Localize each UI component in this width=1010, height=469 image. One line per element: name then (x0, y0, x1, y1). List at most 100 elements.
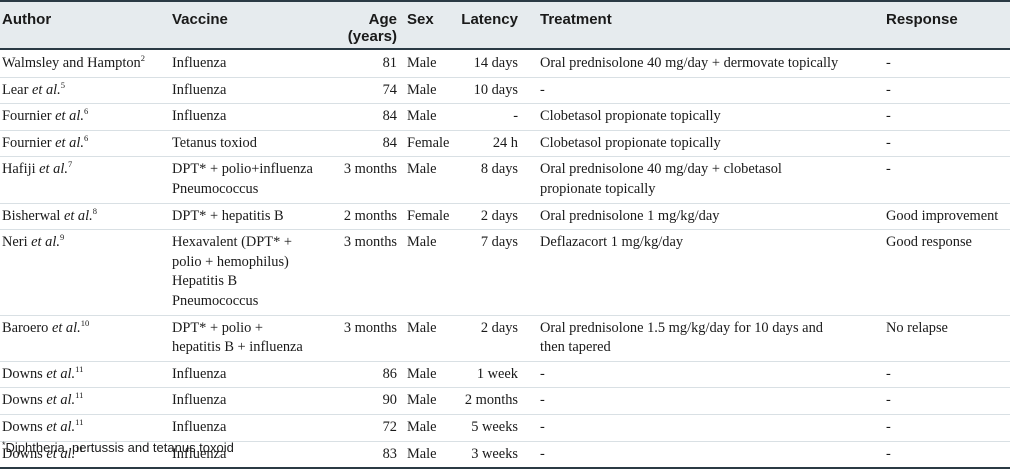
author-name: Fournier (2, 134, 56, 151)
sex-cell: Male (407, 418, 437, 435)
author-et-al: et al. (63, 207, 93, 224)
vaccine-cell: Influenza (170, 361, 341, 388)
treatment-cell: Clobetasol propionate topically (532, 130, 882, 157)
response-cell: - (886, 81, 891, 98)
age-cell: 86 (382, 365, 397, 382)
age-cell: 3 months (343, 319, 397, 336)
vaccine-cell: DPT* + polio + hepatitis B + influenza (170, 315, 341, 361)
response-cell: - (886, 134, 891, 151)
vaccine-line: Pneumococcus (172, 292, 259, 309)
vaccine-line: DPT* + polio + (172, 319, 263, 336)
author-et-al: et al. (55, 134, 84, 151)
treatment-cell: Oral prednisolone 1 mg/kg/day (532, 203, 882, 230)
response-cell: - (886, 418, 891, 435)
response-cell: - (886, 161, 891, 178)
vaccine-line: DPT* + hepatitis B (172, 207, 284, 224)
treatment-line: Oral prednisolone 1.5 mg/kg/day for 10 d… (540, 319, 823, 336)
response-cell: Good response (886, 234, 972, 251)
treatment-line: then tapered (540, 339, 611, 356)
vaccine-line: DPT* + polio+influenza (172, 161, 313, 178)
vaccine-line: Hexavalent (DPT* + (172, 234, 293, 251)
author-et-al: et al. (51, 319, 81, 336)
vaccine-line: Tetanus toxiod (172, 134, 257, 151)
author-name: Hafiji (2, 161, 40, 178)
header-age-line2: (years) (347, 28, 397, 45)
header-author: Author (2, 11, 52, 28)
header-treatment: Treatment (540, 11, 612, 28)
table-row: Lear et al.5 Influenza 74 Male 10 days - - (0, 77, 1010, 104)
treatment-line: - (540, 365, 545, 382)
age-cell: 2 months (343, 207, 397, 224)
treatment-cell: - (532, 388, 882, 415)
author-cell: Downs et al.11 (0, 414, 170, 441)
treatment-line: - (540, 392, 545, 409)
header-sex: Sex (407, 11, 434, 28)
table-row: Downs et al.11 Influenza 72 Male 5 weeks - - (0, 414, 1010, 441)
vaccine-line: Pneumococcus (172, 180, 259, 197)
response-cell: No relapse (886, 319, 948, 336)
author-name: Downs (2, 365, 47, 382)
table-row: Baroero et al.10 DPT* + polio + hepatitis … (0, 315, 1010, 362)
age-cell: 74 (382, 81, 397, 98)
treatment-cell: Oral prednisolone 1.5 mg/kg/day for 10 d… (532, 315, 882, 361)
age-cell: 90 (382, 392, 397, 409)
age-cell: 72 (382, 418, 397, 435)
author-cell: Hafiji et al.7 (0, 157, 170, 203)
reference-number: 6 (83, 106, 89, 117)
latency-cell: 2 days (480, 207, 518, 224)
header-response: Response (886, 11, 958, 28)
treatment-cell: Clobetasol propionate topically (532, 104, 882, 131)
author-et-al: et al. (39, 161, 68, 178)
response-cell: - (886, 55, 891, 71)
table-row: Downs et al.11 Influenza 90 Male 2 months - - (0, 388, 1010, 415)
author-et-al: et al. (55, 108, 84, 125)
treatment-line: Clobetasol propionate topically (540, 134, 721, 151)
author-cell: Fournier et al.6 (0, 104, 170, 131)
reference-number: 11 (75, 416, 84, 427)
latency-cell: - (513, 108, 518, 125)
treatment-line: - (540, 81, 545, 98)
reference-number: 7 (67, 159, 73, 170)
sex-cell: Male (407, 319, 437, 336)
reference-number: 9 (59, 232, 65, 243)
reference-number: 11 (75, 363, 84, 374)
treatment-line: - (540, 445, 545, 462)
author-et-al: et al. (31, 234, 60, 251)
vaccine-cell: DPT* + hepatitis B (170, 203, 341, 230)
vaccine-line: polio + hemophilus) (172, 253, 289, 270)
vaccine-line: Influenza (172, 365, 227, 382)
table-row: Fournier et al.6 Influenza 84 Male - Clobetas… (0, 104, 1010, 131)
vaccine-cell: Influenza (170, 77, 341, 104)
latency-cell: 10 days (473, 81, 518, 98)
treatment-cell: - (532, 414, 882, 441)
vaccine-line: Influenza (172, 55, 227, 71)
sex-cell: Male (407, 55, 437, 71)
response-cell: - (886, 365, 891, 382)
author-et-al: et al. (46, 418, 76, 435)
header-latency: Latency (461, 11, 518, 28)
age-cell: 3 months (343, 161, 397, 178)
vaccine-cell: Influenza (170, 388, 341, 415)
vaccine-cell: Influenza (170, 104, 341, 131)
table-row: Hafiji et al.7 DPT* + polio+influenza Pneu… (0, 157, 1010, 204)
age-cell: 84 (382, 134, 397, 151)
sex-cell: Female (407, 134, 450, 151)
header-age: Age (years) (341, 1, 399, 49)
reference-number: 11 (75, 390, 84, 401)
sex-cell: Male (407, 108, 437, 125)
latency-cell: 8 days (480, 161, 518, 178)
table-row: Neri et al.9 Hexavalent (DPT* + polio + he… (0, 230, 1010, 316)
reference-number: 6 (83, 132, 89, 143)
table-row: Walmsley and Hampton2 Influenza 81 Male 14 d… (0, 49, 1010, 78)
sex-cell: Female (407, 207, 450, 224)
sex-cell: Male (407, 161, 437, 178)
reference-number: 5 (60, 79, 65, 90)
header-vaccine: Vaccine (172, 11, 228, 28)
author-cell: Lear et al.5 (0, 77, 170, 104)
age-cell: 84 (382, 108, 397, 125)
author-cell: Fournier et al.6 (0, 130, 170, 157)
vaccine-cell: DPT* + polio+influenza Pneumococcus (170, 157, 341, 203)
author-name: Downs (2, 392, 47, 409)
